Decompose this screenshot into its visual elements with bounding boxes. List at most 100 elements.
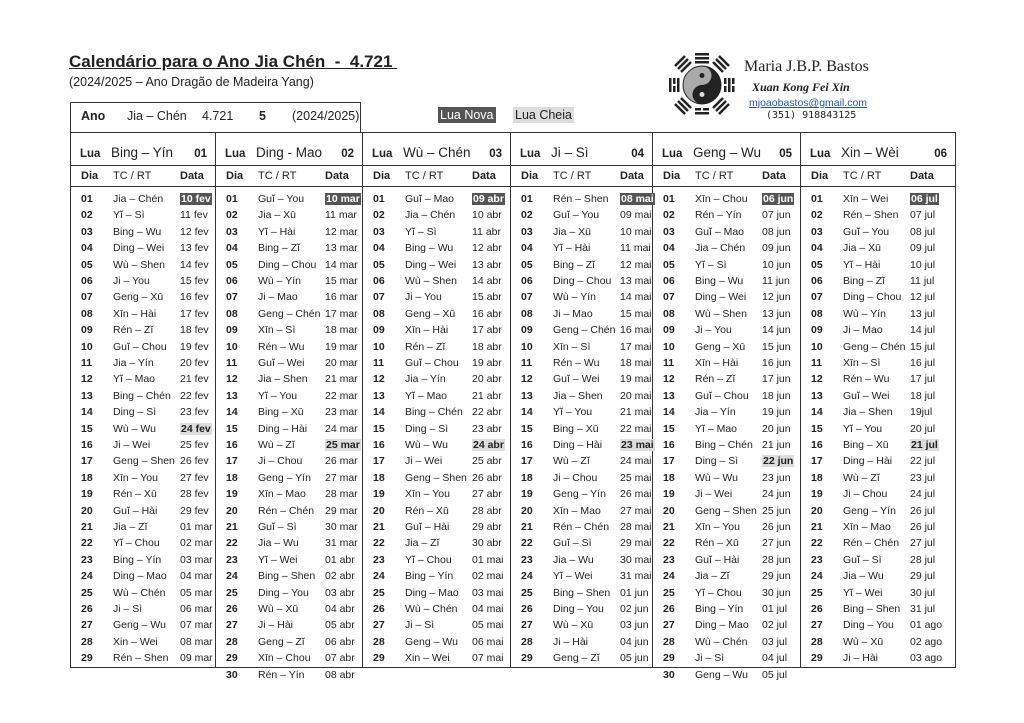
page-subtitle: (2024/2025 – Ano Dragão de Madeira Yang) xyxy=(69,75,314,89)
date: 08 mai xyxy=(620,193,655,205)
table-row: 07 Ji – Mao 16 mar xyxy=(216,290,362,306)
date: 28 abr xyxy=(472,504,502,517)
table-row: 05 Yĭ – Sì 10 jun xyxy=(653,258,800,274)
day-number: 27 xyxy=(663,619,675,632)
day-number: 29 xyxy=(811,652,823,665)
month-column: Lua Wù – Chén 03 Dia TC / RT Data 01 Guĭ… xyxy=(363,133,511,667)
date: 06 abr xyxy=(325,635,355,648)
tcrt-header: TC / RT xyxy=(553,170,592,182)
day-number: 09 xyxy=(226,324,238,337)
table-row: 15 Ding – Hài 24 mar xyxy=(216,422,362,438)
bagua-yin-yang-icon xyxy=(669,53,735,115)
stem-branch: Yĭ – Wei xyxy=(258,553,298,566)
table-row: 29 Ji – Sì 04 jul xyxy=(653,651,800,667)
month-stem-branch: Ji – Sì xyxy=(551,145,589,160)
table-row: 03 Jia – Xū 10 mai xyxy=(511,225,652,241)
table-row: 30 Rén – Yín 08 abr xyxy=(216,668,362,684)
table-row: 14 Ding – Sì 23 fev xyxy=(71,405,215,421)
date: 10 abr xyxy=(472,209,502,222)
table-row: 02 Rén – Shen 07 jul xyxy=(801,208,955,224)
date: 17 abr xyxy=(472,324,502,337)
day-number: 04 xyxy=(226,242,238,255)
day-number: 03 xyxy=(811,225,823,238)
day-number: 15 xyxy=(811,422,823,435)
day-number: 14 xyxy=(373,406,385,419)
stem-branch: Rén – Shen xyxy=(843,209,899,222)
table-row: 23 Guĭ – Sì 28 jul xyxy=(801,553,955,569)
stem-branch: Ding – Chou xyxy=(843,291,902,304)
date: 14 abr xyxy=(472,275,502,287)
date: 29 fev xyxy=(180,504,209,517)
stem-branch: Guĭ – You xyxy=(843,225,890,238)
stem-branch: Ji – Wei xyxy=(695,488,733,501)
table-row: 21 Guĭ – Hài 29 abr xyxy=(363,520,510,536)
day-number: 17 xyxy=(521,455,533,468)
day-number: 01 xyxy=(226,193,238,205)
stem-branch: Ji – Sì xyxy=(405,619,435,632)
table-row: 17 Geng – Shen 26 fev xyxy=(71,454,215,470)
table-row: 05 Bing – Zĭ 12 mai xyxy=(511,258,652,274)
date: 15 jun xyxy=(762,340,791,353)
day-number: 26 xyxy=(226,603,238,615)
day-number: 16 xyxy=(81,439,93,451)
day-number: 15 xyxy=(521,422,533,435)
date: 26 jul xyxy=(910,504,936,517)
table-row: 10 Rén – Wu 19 mar xyxy=(216,340,362,356)
author-email-link[interactable]: mjoaobastos@gmail.com xyxy=(749,97,868,109)
table-row: 03 Guĭ – Mao 08 jun xyxy=(653,225,800,241)
date: 27 mar xyxy=(325,471,358,484)
day-number: 24 xyxy=(226,570,238,583)
table-row: 26 Ji – Sì 06 mar xyxy=(71,602,215,618)
table-row: 15 Yĭ – You 20 jul xyxy=(801,422,955,438)
date: 19 mai xyxy=(620,373,652,386)
date: 24 mar xyxy=(325,422,358,435)
day-number: 10 xyxy=(811,340,823,353)
day-number: 25 xyxy=(811,586,823,599)
day-number: 14 xyxy=(663,406,675,419)
table-row: 01 Rén – Shen 08 mai xyxy=(511,192,655,208)
table-row: 13 Bing – Chén 22 fev xyxy=(71,389,215,405)
table-row: 28 Wù – Chén 03 jul xyxy=(653,635,800,651)
stem-branch: Jia – Yín xyxy=(405,373,446,386)
date: 13 jul xyxy=(910,307,936,320)
table-row: 25 Ding – You 03 abr xyxy=(216,586,362,602)
date: 17 jun xyxy=(762,373,791,386)
stem-branch: Rén – Zĭ xyxy=(113,324,154,337)
date: 17 mai xyxy=(620,340,652,353)
stem-branch: Guĭ – Sì xyxy=(258,521,297,533)
date: 03 jun xyxy=(620,619,649,632)
day-number: 09 xyxy=(81,324,93,337)
date: 23 jun xyxy=(762,471,791,484)
lua-label: Lua xyxy=(520,148,541,160)
month-header: Lua Bing – Yín 01 xyxy=(71,143,215,166)
table-row: 25 Yĭ – Wei 30 jul xyxy=(801,586,955,602)
day-number: 28 xyxy=(663,635,675,648)
table-row: 20 Geng – Yín 26 jul xyxy=(801,504,955,520)
table-row: 04 Jia – Chén 09 jun xyxy=(653,241,800,257)
table-row: 12 Jia – Shen 21 mar xyxy=(216,372,362,388)
day-number: 02 xyxy=(226,209,238,222)
date: 22 jul xyxy=(910,455,936,468)
stem-branch: Geng – Wu xyxy=(405,635,458,648)
date: 09 abr xyxy=(472,193,505,205)
date: 15 mar xyxy=(325,275,358,287)
table-row: 21 Xīn – You 26 jun xyxy=(653,520,800,536)
table-row: 20 Xīn – Mao 27 mai xyxy=(511,504,652,520)
day-number: 05 xyxy=(373,258,385,271)
date: 11 mar xyxy=(325,209,357,222)
table-row: 11 Guĭ – Wei 20 mar xyxy=(216,356,362,372)
day-number: 19 xyxy=(226,488,238,501)
date: 28 jun xyxy=(762,553,791,566)
date: 17 jul xyxy=(910,373,936,386)
table-row: 11 Xīn – Sì 16 jul xyxy=(801,356,955,372)
table-row: 02 Jia – Xū 11 mar xyxy=(216,208,362,224)
table-row: 13 Jia – Shen 20 mai xyxy=(511,389,652,405)
day-number: 29 xyxy=(521,652,533,665)
table-row: 04 Jia – Xū 09 jul xyxy=(801,241,955,257)
stem-branch: Bing – Shen xyxy=(553,586,611,599)
author-phone: (351) 918843125 xyxy=(766,110,857,121)
day-number: 02 xyxy=(663,209,675,222)
day-number: 17 xyxy=(226,455,238,468)
table-row: 22 Rén – Xū 27 jun xyxy=(653,536,800,552)
date: 29 mai xyxy=(620,537,652,550)
